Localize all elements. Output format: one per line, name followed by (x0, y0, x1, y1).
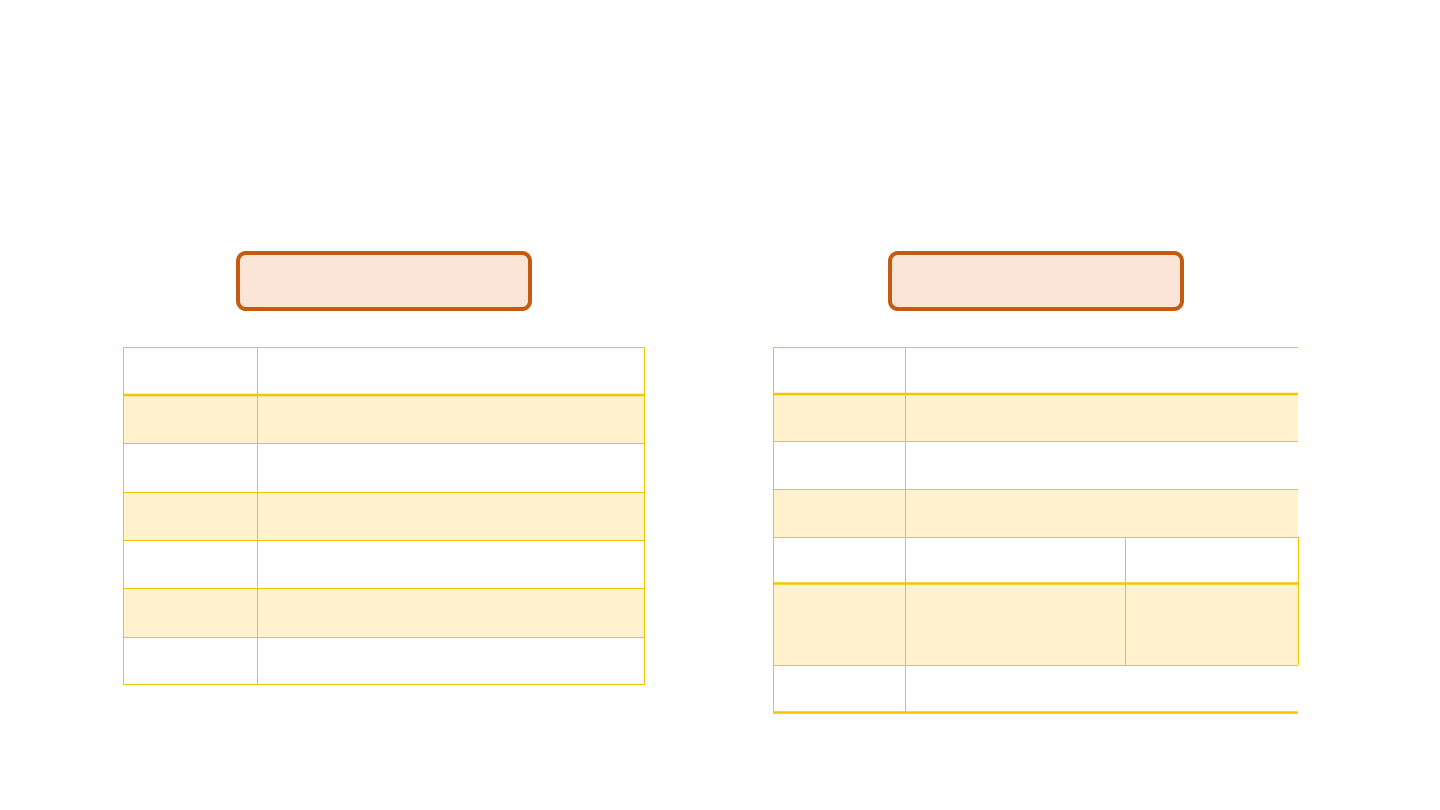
right-heading-box (888, 251, 1184, 311)
left-table (123, 347, 645, 685)
table-border (123, 347, 645, 685)
right-table (773, 347, 1299, 714)
table-row (123, 637, 645, 685)
table-row (123, 588, 645, 637)
table-row (773, 489, 1298, 537)
table-row (773, 441, 1298, 489)
table-row (123, 540, 645, 588)
table-row (773, 394, 1298, 441)
table-row (773, 347, 1298, 394)
table-row (123, 347, 645, 395)
table-row (123, 443, 645, 492)
table-row (773, 537, 1298, 583)
table-row (773, 665, 1298, 712)
left-heading-box (236, 251, 532, 311)
table-row (123, 492, 645, 540)
table-row (773, 583, 1298, 665)
table-row (123, 395, 645, 443)
